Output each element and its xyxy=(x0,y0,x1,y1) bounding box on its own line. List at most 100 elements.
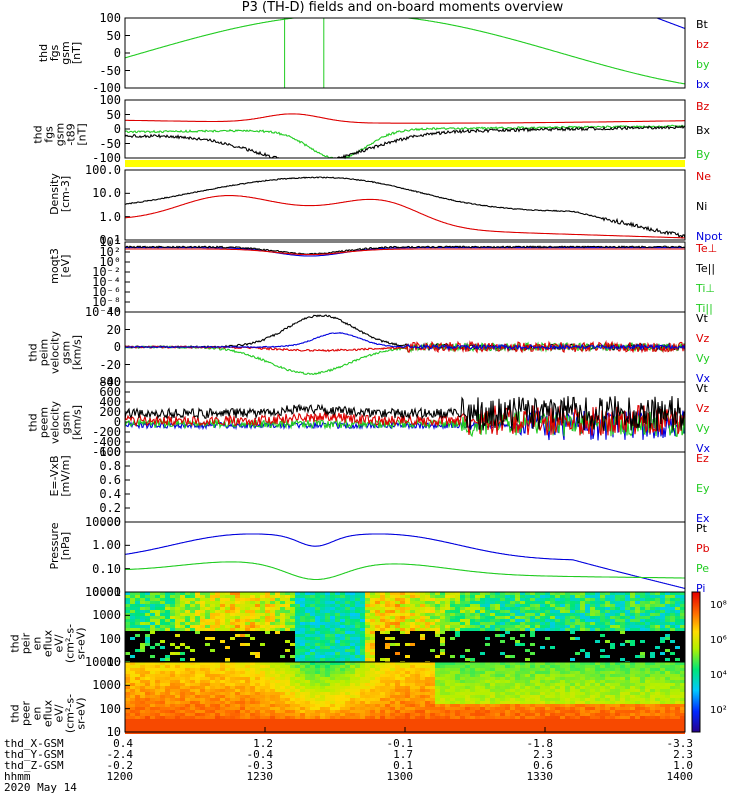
series-vt2 xyxy=(124,396,685,431)
y-tick-label: -200 xyxy=(92,425,121,439)
y-axis-label: thd peir en eflux eV/ (cm²-s- sr-eV) xyxy=(8,623,88,664)
colorbar-tick: 10⁶ xyxy=(710,635,727,646)
legend-bx: bx xyxy=(696,78,710,91)
legend-bz: Bz xyxy=(696,100,710,113)
legend-te⊥: Te⊥ xyxy=(696,242,718,255)
y-tick-label: 0 xyxy=(113,122,121,136)
footer-value: 0.6 xyxy=(533,759,553,772)
y-tick-label: 50 xyxy=(106,107,121,122)
footer-label: thd_X-GSM xyxy=(4,737,64,750)
y-tick-label: 0.2 xyxy=(99,501,121,515)
y-tick-label: 0.10 xyxy=(92,561,121,576)
footer-value: 1200 xyxy=(106,770,134,783)
y-tick-label: 50 xyxy=(106,28,121,43)
series-pe xyxy=(124,561,685,581)
y-tick-label: 0.0 xyxy=(99,515,121,529)
y-axis-label: Density [cm-3] xyxy=(48,173,72,215)
y-tick-label: 800 xyxy=(99,375,121,389)
footer-value: 2.3 xyxy=(673,748,693,761)
y-axis-label: thd fgs gsm [nT] xyxy=(37,41,83,65)
footer-value: -0.1 xyxy=(386,737,414,750)
y-tick-label: 0.4 xyxy=(99,487,121,501)
footer-value: -1.8 xyxy=(526,737,554,750)
footer-value: 1400 xyxy=(666,770,694,783)
y-tick-label: 0.6 xyxy=(99,473,121,487)
y-tick-label: -50 xyxy=(99,63,121,78)
legend-bz: bz xyxy=(696,38,709,51)
footer-value: 1.7 xyxy=(393,748,413,761)
panel-frame xyxy=(124,169,686,241)
series-bz xyxy=(125,113,685,124)
y-tick-label: 0.1 xyxy=(99,233,121,247)
y-tick-label: 1.0 xyxy=(99,209,121,224)
footer-label: hhmm xyxy=(4,770,31,783)
spectrogram-2 xyxy=(125,662,685,734)
y-tick-label: 10⁻⁶ xyxy=(92,285,121,299)
y-tick-label: 1.0 xyxy=(99,445,121,459)
footer-value: 0.1 xyxy=(393,759,413,772)
y-tick-label: 10000 xyxy=(84,585,121,599)
footer-value: 1.0 xyxy=(673,759,693,772)
legend-vt: Vt xyxy=(696,382,708,395)
y-tick-label: 0 xyxy=(113,46,121,60)
legend-vz: Vz xyxy=(696,332,710,345)
legend-bt: Bt xyxy=(696,18,708,31)
y-tick-label: 10⁻⁴ xyxy=(92,275,121,289)
y-tick-label: 20 xyxy=(106,322,121,337)
plot-title: P3 (TH-D) fields and on-board moments ov… xyxy=(241,0,564,15)
y-axis-label: Pressure [nPa] xyxy=(48,522,72,570)
legend-npot: Npot xyxy=(696,230,723,243)
y-tick-label: 10 xyxy=(106,725,121,739)
panel-4 xyxy=(125,241,130,313)
y-tick-label: 1000 xyxy=(92,678,121,693)
y-axis-label: moqt3 [eV] xyxy=(48,248,72,284)
panel-7 xyxy=(125,451,130,523)
legend-pe: Pe xyxy=(696,562,710,575)
series-te xyxy=(124,245,686,256)
y-tick-label: 100.0 xyxy=(84,163,121,177)
series-vz2 xyxy=(124,404,686,436)
legend-vz: Vz xyxy=(696,402,710,415)
y-tick-label: -50 xyxy=(99,136,121,151)
panel-2 xyxy=(125,99,130,159)
legend-vx: Vx xyxy=(696,372,711,385)
legend-vy: Vy xyxy=(696,352,710,365)
y-tick-label: 100 xyxy=(99,93,121,107)
y-tick-label: 600 xyxy=(99,385,121,399)
spectrogram-1 xyxy=(125,592,685,664)
y-tick-label: 100 xyxy=(99,701,121,716)
panel-frame xyxy=(124,17,686,89)
panel-8 xyxy=(125,521,130,593)
series-tep xyxy=(125,248,685,256)
legend-by: By xyxy=(696,148,711,161)
y-tick-label: -600 xyxy=(92,445,121,459)
y-axis-label: E=-VxB [mV/m] xyxy=(48,455,72,497)
legend-pb: Pb xyxy=(696,542,710,555)
y-tick-label: -40 xyxy=(99,375,121,389)
panel-3 xyxy=(125,169,130,241)
legend-ti⊥: Ti⊥ xyxy=(696,282,716,295)
colorbar-tick: 10⁸ xyxy=(710,600,727,611)
legend-pi: Pi xyxy=(696,582,706,595)
legend-by: by xyxy=(696,58,710,71)
panel-frame xyxy=(124,241,686,313)
y-tick-label: 0.01 xyxy=(92,585,121,599)
y-tick-label: 10⁴ xyxy=(99,235,121,249)
footer-value: -2.4 xyxy=(106,748,134,761)
y-tick-label: 200 xyxy=(99,405,121,419)
footer-value: 1300 xyxy=(386,770,414,783)
y-tick-label: -100 xyxy=(92,81,121,95)
footer-label: thd_Y-GSM xyxy=(4,748,64,761)
panel-1 xyxy=(125,17,130,89)
legend-ni: Ni xyxy=(696,200,708,213)
footer-value: 2.3 xyxy=(533,748,553,761)
legend-pt: Pt xyxy=(696,522,707,535)
y-tick-label: 10⁻¹⁰ xyxy=(84,305,121,319)
legend-vt: Vt xyxy=(696,312,708,325)
colorbar-tick: 10² xyxy=(710,705,727,716)
y-tick-label: 100 xyxy=(99,631,121,646)
footer-label: 2020 May 14 xyxy=(4,781,77,794)
y-tick-label: -400 xyxy=(92,435,121,449)
y-tick-label: 10 xyxy=(106,655,121,669)
